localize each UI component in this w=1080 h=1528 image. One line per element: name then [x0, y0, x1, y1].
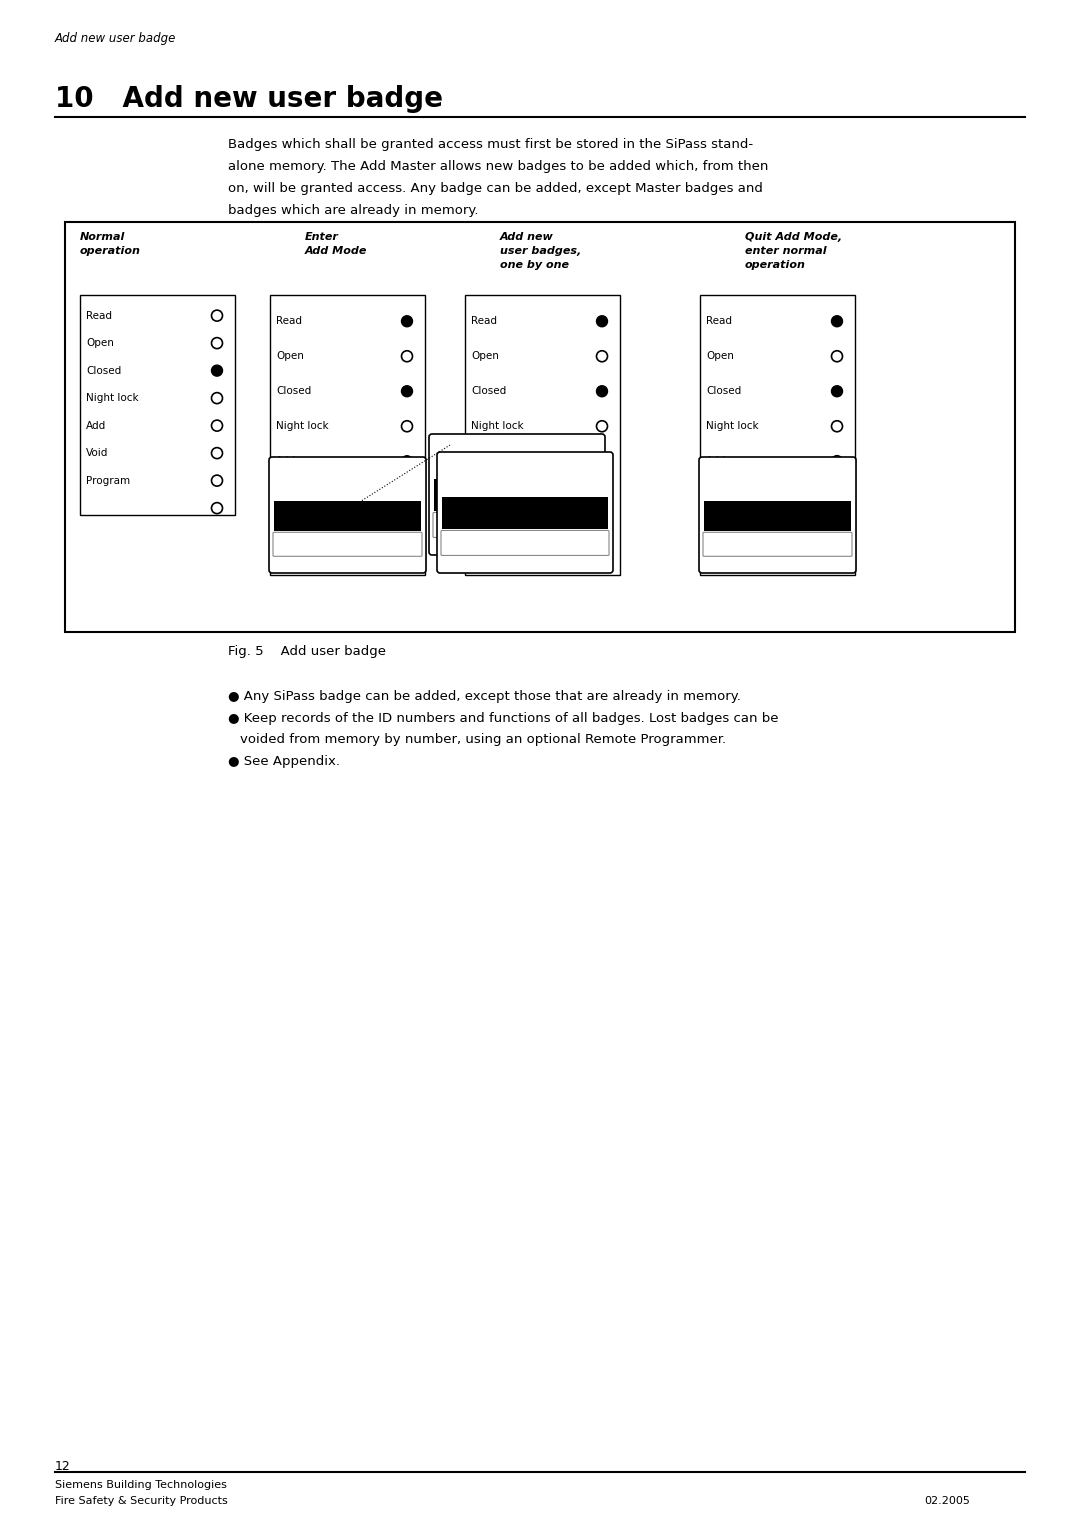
Text: Add new: Add new: [500, 232, 554, 241]
Text: 12: 12: [55, 1459, 71, 1473]
Text: Add: Add: [471, 457, 491, 466]
Text: enter normal: enter normal: [745, 246, 826, 257]
Text: Read: Read: [471, 316, 497, 327]
Text: Quit Add Mode,: Quit Add Mode,: [745, 232, 842, 241]
Circle shape: [402, 385, 413, 397]
Text: alone memory. The Add Master allows new badges to be added which, from then: alone memory. The Add Master allows new …: [228, 160, 768, 173]
Text: Night lock: Night lock: [86, 393, 138, 403]
Text: Add: Add: [276, 457, 296, 466]
Text: Night lock: Night lock: [471, 422, 524, 431]
Text: operation: operation: [745, 260, 806, 270]
Text: Add Master: Add Master: [315, 474, 379, 484]
Bar: [442, 497, 608, 529]
Text: ● Any SiPass badge can be added, except those that are already in memory.: ● Any SiPass badge can be added, except …: [228, 691, 741, 703]
Text: Add Mode: Add Mode: [305, 246, 367, 257]
Text: Open: Open: [471, 351, 499, 361]
Text: ● See Appendix.: ● See Appendix.: [228, 755, 340, 769]
Bar: [704, 501, 851, 532]
Text: Night lock: Night lock: [706, 422, 758, 431]
Text: Closed: Closed: [276, 387, 311, 396]
Bar: [65, 222, 1015, 633]
Text: Void: Void: [276, 490, 298, 501]
FancyBboxPatch shape: [699, 457, 856, 573]
Text: Closed: Closed: [706, 387, 741, 396]
Text: Void: Void: [86, 448, 108, 458]
Text: operation: operation: [80, 246, 140, 257]
Text: Open: Open: [276, 351, 303, 361]
Text: ● Keep records of the ID numbers and functions of all badges. Lost badges can be: ● Keep records of the ID numbers and fun…: [228, 712, 779, 724]
Text: Add: Add: [86, 420, 106, 431]
Text: Void: Void: [706, 490, 728, 501]
Bar: [700, 295, 855, 575]
Text: on, will be granted access. Any badge can be added, except Master badges and: on, will be granted access. Any badge ca…: [228, 182, 762, 196]
Text: Program: Program: [276, 526, 320, 536]
FancyBboxPatch shape: [429, 434, 605, 555]
Bar: [274, 501, 421, 532]
Bar: [80, 295, 235, 515]
Text: Read: Read: [706, 316, 732, 327]
Circle shape: [596, 490, 607, 501]
Bar: [270, 295, 426, 575]
Bar: [434, 480, 600, 512]
Text: Add Master: Add Master: [746, 474, 809, 484]
FancyBboxPatch shape: [269, 457, 426, 573]
Text: Read: Read: [276, 316, 302, 327]
Text: Open: Open: [86, 338, 113, 348]
Bar: [465, 295, 620, 575]
Circle shape: [212, 365, 222, 376]
Text: voided from memory by number, using an optional Remote Programmer.: voided from memory by number, using an o…: [240, 733, 726, 746]
FancyBboxPatch shape: [273, 532, 422, 556]
Text: Siemens Building Technologies: Siemens Building Technologies: [55, 1481, 227, 1490]
Text: Closed: Closed: [471, 387, 507, 396]
Text: Open: Open: [706, 351, 734, 361]
FancyBboxPatch shape: [437, 452, 613, 573]
Text: Normal: Normal: [80, 232, 125, 241]
Circle shape: [832, 385, 842, 397]
Circle shape: [832, 316, 842, 327]
FancyBboxPatch shape: [441, 530, 609, 556]
Circle shape: [402, 455, 413, 466]
FancyBboxPatch shape: [703, 532, 852, 556]
Text: Badges which shall be granted access must first be stored in the SiPass stand-: Badges which shall be granted access mus…: [228, 138, 753, 151]
Text: New user badge: New user badge: [480, 471, 570, 480]
Text: Void: Void: [471, 490, 494, 501]
Text: Fire Safety & Security Products: Fire Safety & Security Products: [55, 1496, 228, 1507]
Text: badges which are already in memory.: badges which are already in memory.: [228, 205, 478, 217]
Text: Add: Add: [706, 457, 726, 466]
Circle shape: [596, 385, 607, 397]
Text: Program: Program: [706, 526, 751, 536]
Text: Program: Program: [471, 526, 515, 536]
FancyBboxPatch shape: [433, 512, 600, 538]
Circle shape: [596, 316, 607, 327]
Text: Closed: Closed: [86, 365, 121, 376]
Text: Fig. 5    Add user badge: Fig. 5 Add user badge: [228, 645, 386, 659]
Text: Night lock: Night lock: [276, 422, 328, 431]
Text: Program: Program: [86, 475, 130, 486]
Text: 02.2005: 02.2005: [924, 1496, 970, 1507]
Text: Enter: Enter: [305, 232, 339, 241]
Text: 10   Add new user badge: 10 Add new user badge: [55, 86, 443, 113]
Circle shape: [402, 316, 413, 327]
Text: user badges,: user badges,: [500, 246, 581, 257]
Text: Add new user badge: Add new user badge: [55, 32, 176, 44]
Text: Read: Read: [86, 310, 112, 321]
Text: one by one: one by one: [500, 260, 569, 270]
